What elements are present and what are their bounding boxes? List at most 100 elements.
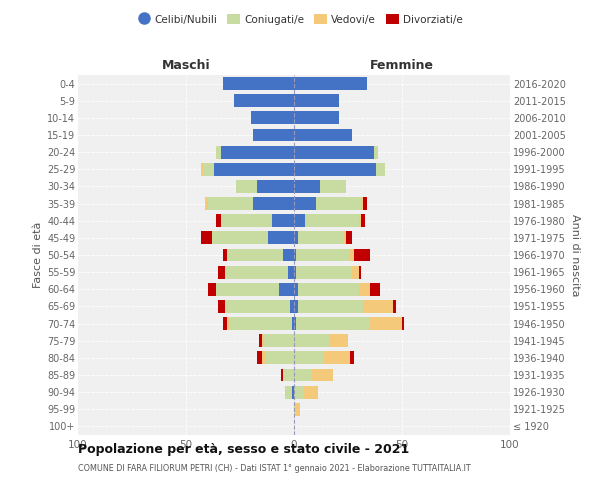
Text: Femmine: Femmine <box>370 58 434 71</box>
Bar <box>296 266 352 278</box>
Bar <box>201 232 212 244</box>
Bar <box>225 300 290 313</box>
Bar <box>229 317 292 330</box>
Bar <box>279 283 294 296</box>
Bar <box>316 197 361 210</box>
Bar <box>374 146 378 158</box>
Bar <box>329 334 348 347</box>
Bar <box>281 368 283 382</box>
Bar <box>344 232 346 244</box>
Bar <box>236 180 257 193</box>
Bar <box>212 232 268 244</box>
Bar <box>290 300 294 313</box>
Text: Maschi: Maschi <box>161 58 211 71</box>
Legend: Celibi/Nubili, Coniugati/e, Vedovi/e, Divorziati/e: Celibi/Nubili, Coniugati/e, Vedovi/e, Di… <box>133 10 467 29</box>
Bar <box>251 112 294 124</box>
Text: COMUNE DI FARA FILIORUM PETRI (CH) - Dati ISTAT 1° gennaio 2021 - Elaborazione T: COMUNE DI FARA FILIORUM PETRI (CH) - Dat… <box>78 464 470 473</box>
Bar <box>223 317 227 330</box>
Bar <box>294 112 340 124</box>
Bar <box>294 214 305 227</box>
Bar <box>320 180 346 193</box>
Bar <box>264 334 294 347</box>
Bar <box>216 214 221 227</box>
Bar <box>272 214 294 227</box>
Bar <box>233 94 294 107</box>
Bar <box>208 197 253 210</box>
Bar <box>214 163 294 175</box>
Y-axis label: Anni di nascita: Anni di nascita <box>570 214 580 296</box>
Bar <box>294 163 376 175</box>
Bar <box>394 300 395 313</box>
Bar <box>294 386 302 398</box>
Bar <box>227 248 283 262</box>
Bar <box>361 214 365 227</box>
Bar <box>268 232 294 244</box>
Bar <box>350 352 355 364</box>
Bar <box>296 317 370 330</box>
Bar <box>253 197 294 210</box>
Bar <box>292 317 294 330</box>
Bar <box>286 386 292 398</box>
Bar <box>298 232 344 244</box>
Bar <box>205 197 208 210</box>
Bar <box>370 317 402 330</box>
Bar <box>257 352 262 364</box>
Bar <box>262 352 266 364</box>
Bar <box>203 163 214 175</box>
Text: Popolazione per età, sesso e stato civile - 2021: Popolazione per età, sesso e stato civil… <box>78 442 409 456</box>
Bar <box>302 386 318 398</box>
Bar <box>294 283 298 296</box>
Bar <box>361 197 363 210</box>
Bar <box>223 248 227 262</box>
Y-axis label: Fasce di età: Fasce di età <box>32 222 43 288</box>
Bar <box>359 266 361 278</box>
Bar <box>287 266 294 278</box>
Bar <box>363 300 394 313</box>
Bar <box>294 403 296 415</box>
Bar <box>216 283 279 296</box>
Bar <box>294 77 367 90</box>
Bar <box>294 146 374 158</box>
Bar <box>292 386 294 398</box>
Bar <box>218 300 225 313</box>
Bar <box>294 368 311 382</box>
Bar <box>296 403 301 415</box>
Bar <box>283 368 294 382</box>
Bar <box>294 300 298 313</box>
Bar <box>257 180 294 193</box>
Bar <box>262 334 264 347</box>
Bar <box>294 352 324 364</box>
Bar <box>370 283 380 296</box>
Bar <box>355 248 370 262</box>
Bar <box>225 266 287 278</box>
Bar <box>294 180 320 193</box>
Bar <box>352 266 359 278</box>
Bar <box>259 334 262 347</box>
Bar <box>294 232 298 244</box>
Bar <box>216 146 221 158</box>
Bar <box>294 128 352 141</box>
Bar <box>294 94 340 107</box>
Bar <box>208 283 216 296</box>
Bar <box>266 352 294 364</box>
Bar <box>359 214 361 227</box>
Bar <box>296 248 350 262</box>
Bar <box>227 317 229 330</box>
Bar <box>350 248 355 262</box>
Bar <box>253 128 294 141</box>
Bar <box>298 300 363 313</box>
Bar <box>359 283 370 296</box>
Bar <box>402 317 404 330</box>
Bar <box>294 248 296 262</box>
Bar <box>294 334 329 347</box>
Bar <box>294 266 296 278</box>
Bar <box>218 266 225 278</box>
Bar <box>283 248 294 262</box>
Bar <box>221 214 272 227</box>
Bar <box>223 77 294 90</box>
Bar <box>305 214 359 227</box>
Bar <box>294 317 296 330</box>
Bar <box>346 232 352 244</box>
Bar <box>298 283 359 296</box>
Bar <box>201 163 203 175</box>
